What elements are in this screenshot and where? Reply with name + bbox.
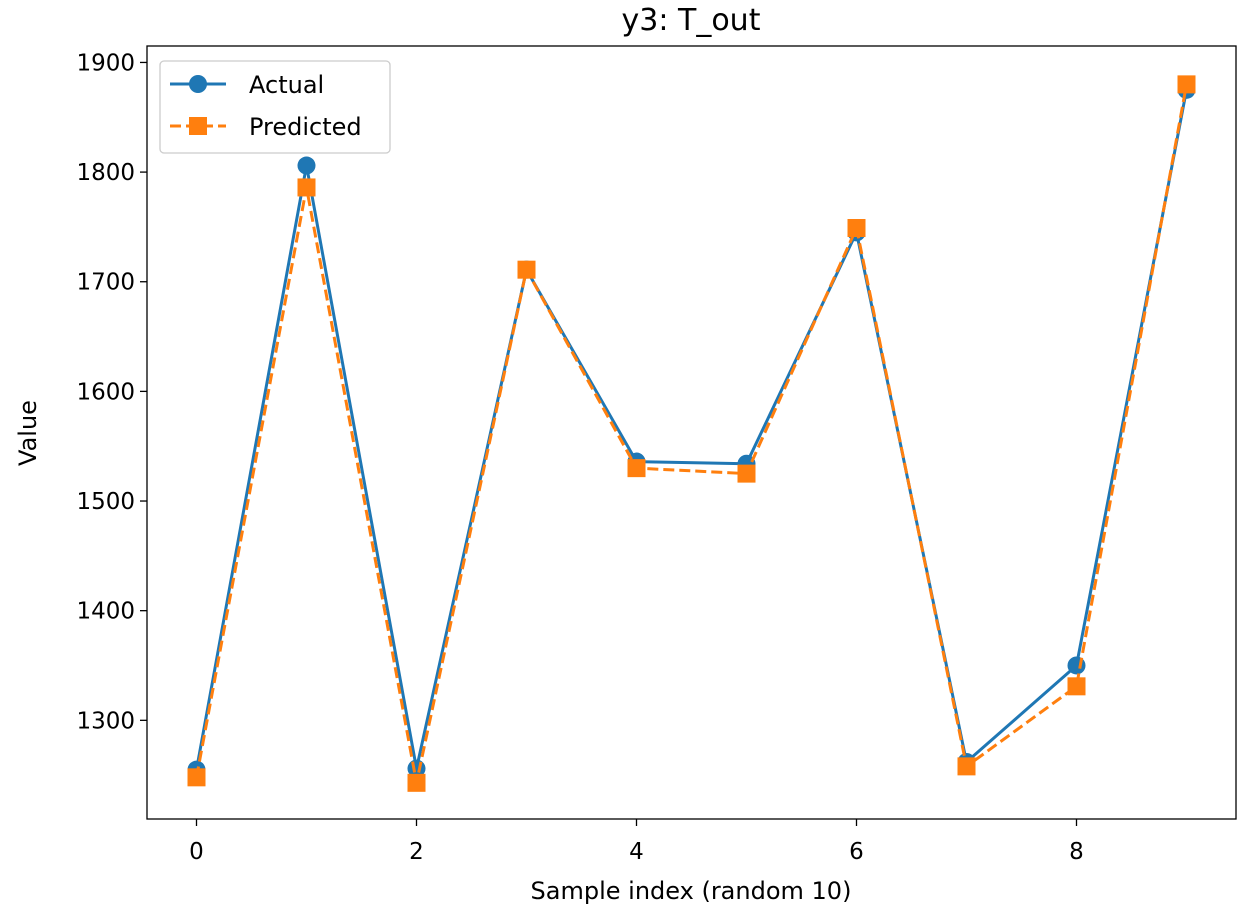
point-predicted: [847, 219, 866, 238]
point-predicted: [737, 464, 756, 483]
axis-ticks: 0 2 4 6 8 1300 1400 1500 1600 1700 1800 1900: [76, 50, 1083, 865]
x-axis-label: Sample index (random 10): [531, 877, 852, 905]
y-tick-label: 1700: [76, 270, 135, 296]
x-tick-label: 0: [189, 839, 204, 865]
legend-label-actual: Actual: [249, 71, 324, 99]
y-tick-label: 1900: [76, 50, 135, 76]
x-tick-label: 2: [409, 839, 424, 865]
point-predicted: [957, 757, 976, 776]
chart-title: y3: T_out: [622, 3, 761, 38]
series-line-predicted: [195, 84, 1188, 785]
legend-marker-actual: [189, 75, 207, 93]
legend-marker-predicted: [189, 117, 207, 135]
series-line-actual: [195, 89, 1188, 771]
y-axis-label: Value: [14, 400, 42, 466]
point-predicted: [627, 459, 646, 478]
point-predicted: [407, 773, 426, 792]
legend: Actual Predicted: [159, 60, 391, 154]
point-predicted: [187, 768, 206, 787]
y-tick-label: 1600: [76, 379, 135, 405]
y-tick-label: 1400: [76, 599, 135, 625]
plot-series: [187, 75, 1196, 792]
x-tick-label: 8: [1069, 839, 1084, 865]
point-predicted: [1067, 677, 1086, 696]
x-tick-label: 6: [849, 839, 864, 865]
point-predicted: [517, 260, 536, 279]
y-tick-label: 1500: [76, 489, 135, 515]
point-predicted: [1177, 75, 1196, 94]
y-tick-label: 1800: [76, 160, 135, 186]
x-tick-label: 4: [629, 839, 644, 865]
point-actual: [297, 156, 316, 175]
legend-label-predicted: Predicted: [249, 113, 362, 141]
plot-frame: [146, 45, 1237, 820]
point-predicted: [297, 178, 316, 197]
y-tick-label: 1300: [76, 708, 135, 734]
